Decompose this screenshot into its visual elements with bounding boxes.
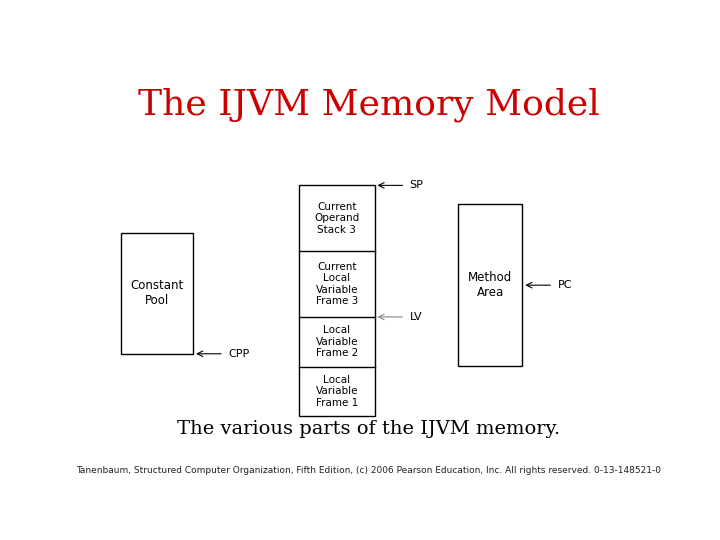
Text: CPP: CPP — [228, 349, 250, 359]
Text: Current
Operand
Stack 3: Current Operand Stack 3 — [315, 201, 359, 235]
Text: Tanenbaum, Structured Computer Organization, Fifth Edition, (c) 2006 Pearson Edu: Tanenbaum, Structured Computer Organizat… — [76, 465, 662, 475]
Text: SP: SP — [410, 180, 423, 191]
Text: The IJVM Memory Model: The IJVM Memory Model — [138, 87, 600, 122]
Text: Current
Local
Variable
Frame 3: Current Local Variable Frame 3 — [315, 262, 358, 306]
Bar — [300, 185, 374, 416]
Bar — [121, 233, 193, 354]
Text: Constant
Pool: Constant Pool — [130, 280, 184, 307]
Text: Local
Variable
Frame 2: Local Variable Frame 2 — [315, 325, 358, 359]
Text: The various parts of the IJVM memory.: The various parts of the IJVM memory. — [177, 420, 561, 437]
Text: Local
Variable
Frame 1: Local Variable Frame 1 — [315, 375, 358, 408]
Text: PC: PC — [557, 280, 572, 290]
Bar — [459, 204, 523, 366]
Text: LV: LV — [410, 312, 423, 322]
Text: Method
Area: Method Area — [468, 271, 513, 299]
